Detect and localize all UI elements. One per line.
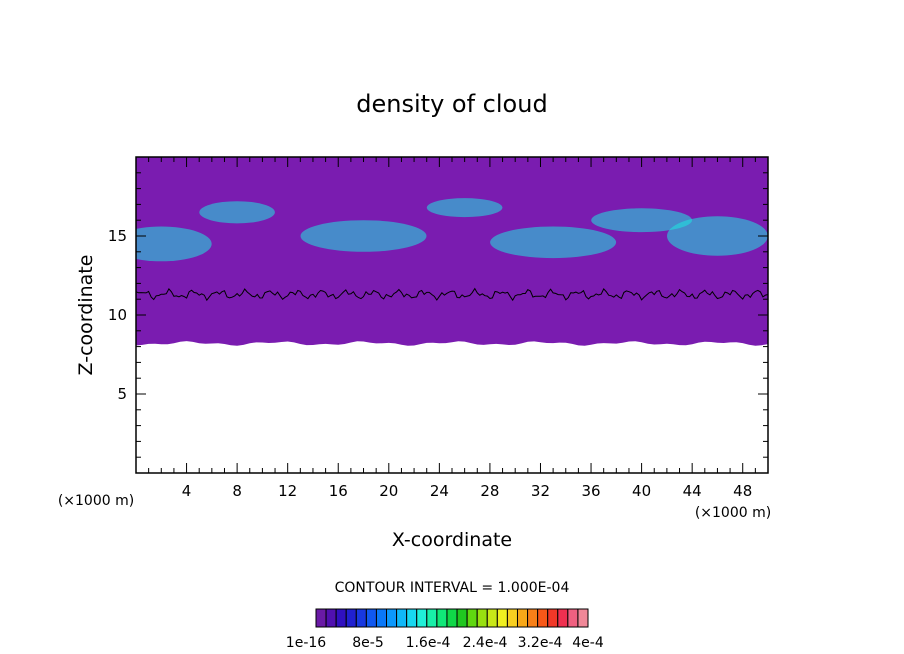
- x-tick-label: 40: [632, 482, 651, 500]
- cloud-streak: [300, 220, 427, 252]
- colorbar-swatch: [386, 608, 398, 628]
- cloud-streak: [667, 216, 768, 256]
- colorbar-swatch: [567, 608, 579, 628]
- cloud-streak: [591, 208, 692, 233]
- colorbar-swatch: [456, 608, 468, 628]
- y-tick-label: 10: [108, 306, 127, 324]
- x-tick-label: 32: [531, 482, 550, 500]
- x-unit-left: (×1000 m): [58, 493, 134, 509]
- plot-area: [136, 157, 768, 346]
- colorbar-swatch: [345, 608, 357, 628]
- x-tick-label: 28: [480, 482, 499, 500]
- x-axis-ticks: 4 8 12 16 20 24 28 32 36 40 44 48: [148, 157, 756, 500]
- colorbar-swatch: [315, 608, 327, 628]
- cloud-streak: [199, 201, 275, 224]
- cloud-top-contour: [135, 287, 769, 302]
- colorbar-swatch: [496, 608, 508, 628]
- colorbar-swatch: [365, 608, 377, 628]
- density-band: [136, 157, 768, 346]
- colorbar-label: 1e-16: [286, 635, 326, 651]
- y-tick-label: 5: [117, 385, 127, 403]
- colorbar-label: 2.4e-4: [463, 635, 508, 651]
- x-tick-label: 16: [329, 482, 348, 500]
- colorbar-swatch: [466, 608, 478, 628]
- colorbar-swatch: [547, 608, 559, 628]
- colorbar-swatch: [426, 608, 438, 628]
- colorbar-swatch: [527, 608, 539, 628]
- colorbar-swatch: [506, 608, 518, 628]
- colorbar-label: 4e-4: [572, 635, 604, 651]
- colorbar-swatch: [335, 608, 347, 628]
- colorbar-swatch: [396, 608, 408, 628]
- x-axis-label: X-coordinate: [392, 529, 512, 551]
- cloud-streak: [136, 226, 212, 262]
- colorbar-label: 1.6e-4: [406, 635, 451, 651]
- x-tick-label: 12: [278, 482, 297, 500]
- colorbar-swatch: [446, 608, 458, 628]
- colorbar-swatch: [406, 608, 418, 628]
- colorbar-swatch: [577, 608, 589, 628]
- colorbar-swatch: [486, 608, 498, 628]
- y-tick-label: 15: [108, 227, 127, 245]
- x-tick-label: 44: [683, 482, 702, 500]
- x-tick-label: 20: [379, 482, 398, 500]
- y-axis-label: Z-coordinate: [75, 255, 97, 376]
- colorbar-swatch: [375, 608, 388, 628]
- colorbar: [315, 608, 589, 628]
- colorbar-label: 3.2e-4: [518, 635, 563, 651]
- x-tick-label: 4: [182, 482, 192, 500]
- colorbar-swatch: [355, 608, 367, 628]
- chart-title: density of cloud: [356, 90, 547, 118]
- x-tick-label: 48: [733, 482, 752, 500]
- contour-interval: CONTOUR INTERVAL = 1.000E-04: [335, 580, 570, 596]
- x-tick-label: 8: [232, 482, 242, 500]
- colorbar-swatch: [537, 608, 549, 628]
- colorbar-swatch: [325, 608, 337, 628]
- colorbar-swatch: [476, 608, 488, 628]
- x-unit-right: (×1000 m): [695, 505, 771, 521]
- cloud-streak: [426, 198, 503, 218]
- colorbar-label: 8e-5: [352, 635, 383, 651]
- y-axis-ticks: 5 10 15: [108, 172, 768, 458]
- colorbar-labels: 1e-16 8e-5 1.6e-4 2.4e-4 3.2e-4 4e-4: [286, 635, 604, 651]
- colorbar-swatch: [516, 608, 529, 628]
- x-tick-label: 24: [430, 482, 449, 500]
- cloud-streak: [490, 226, 617, 259]
- x-tick-label: 36: [581, 482, 600, 500]
- colorbar-swatch: [436, 608, 448, 628]
- colorbar-swatch: [416, 608, 428, 628]
- colorbar-swatch: [557, 608, 569, 628]
